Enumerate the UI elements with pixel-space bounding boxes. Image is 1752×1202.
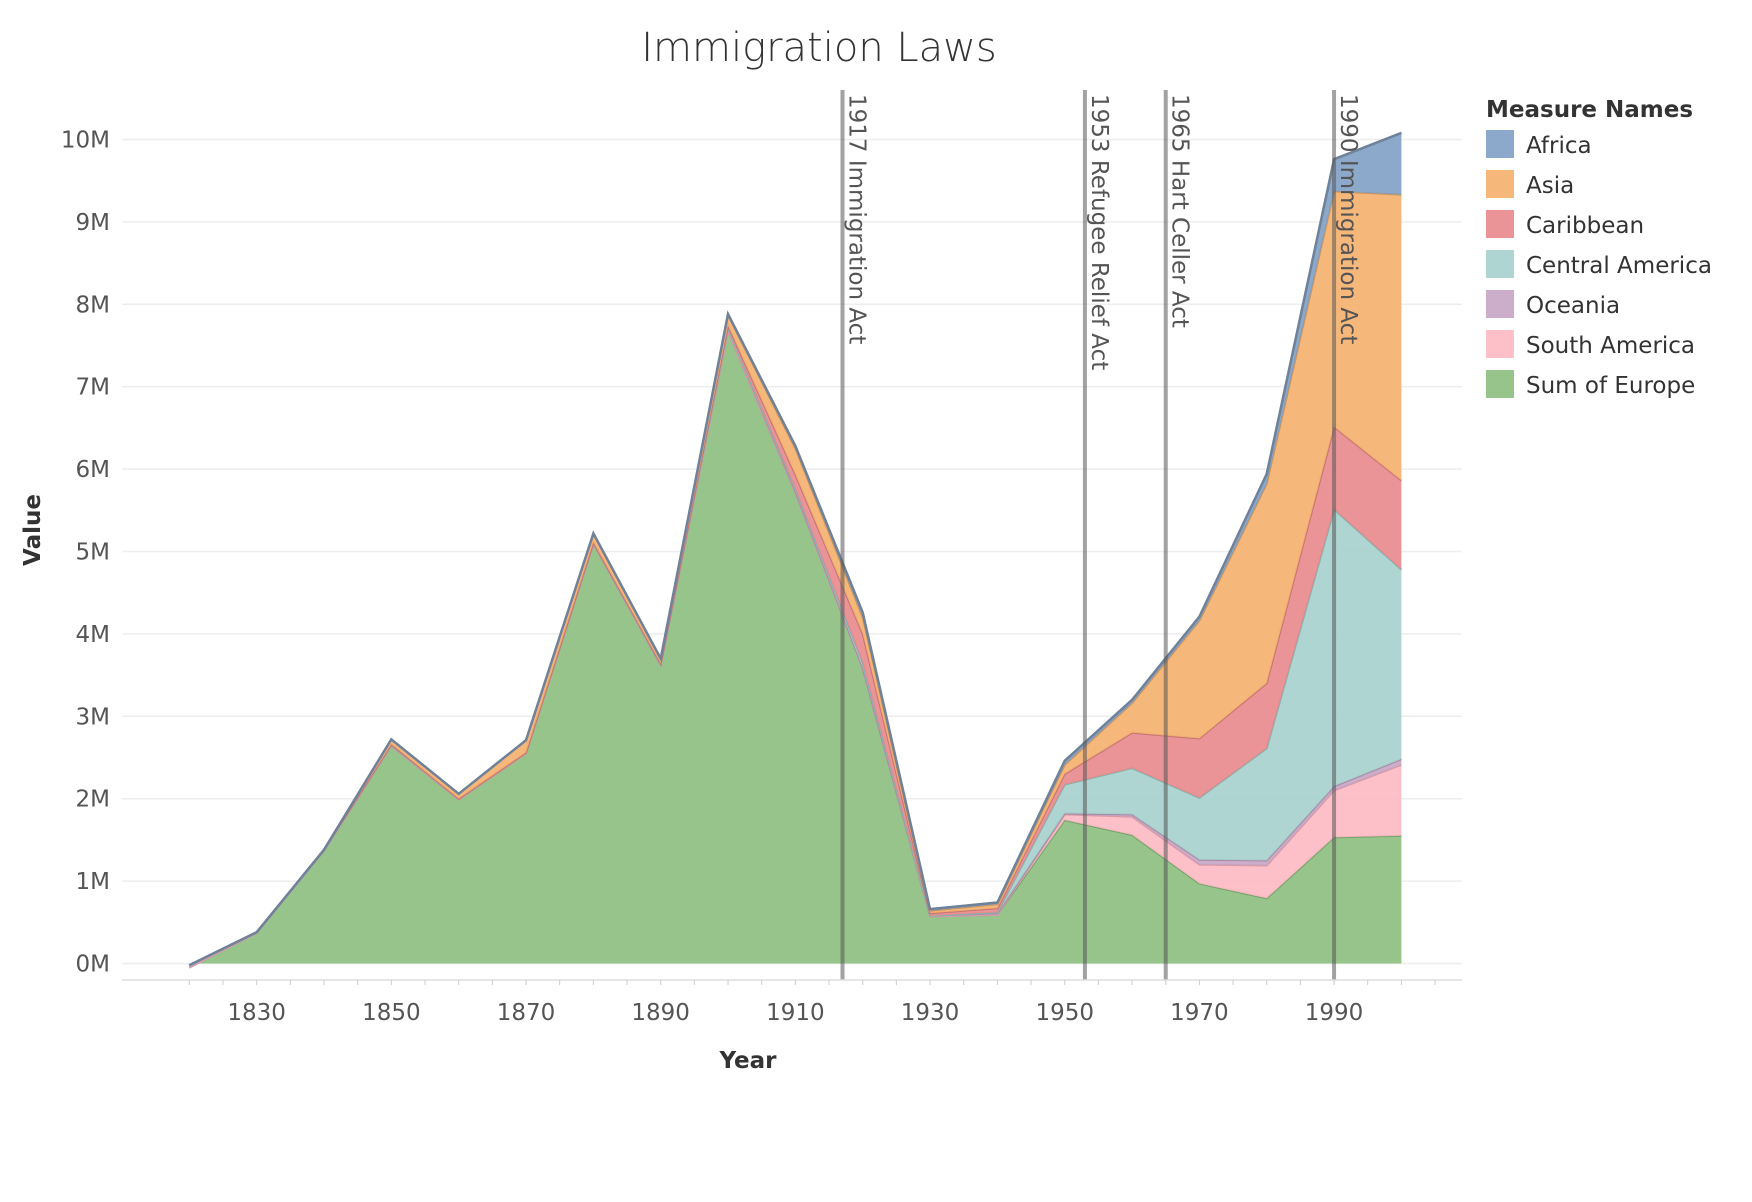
y-tick-label: 0M <box>76 952 110 978</box>
y-tick-label: 5M <box>76 539 110 565</box>
y-tick-label: 4M <box>76 622 110 648</box>
x-tick-label: 1870 <box>497 1000 556 1026</box>
y-tick-label: 10M <box>61 127 110 153</box>
legend-swatch <box>1486 250 1514 278</box>
legend-label: Caribbean <box>1526 213 1644 239</box>
chart-title: Immigration Laws <box>641 25 997 71</box>
legend-swatch <box>1486 370 1514 398</box>
reference-line-label: 1917 Immigration Act <box>844 94 870 344</box>
legend-label: Central America <box>1526 253 1712 279</box>
legend-label: Asia <box>1526 173 1574 199</box>
annotation-lines: 1917 Immigration Act 1953 Refugee Relief … <box>840 90 1361 980</box>
reference-line-label: 1965 Hart Celler Act <box>1167 94 1193 328</box>
reference-line-label: 1953 Refugee Relief Act <box>1086 94 1112 370</box>
legend-swatch <box>1486 170 1514 198</box>
area-central-america <box>189 328 1402 966</box>
x-tick-label: 1990 <box>1305 1000 1364 1026</box>
legend-swatch <box>1486 290 1514 318</box>
y-tick-label: 2M <box>76 787 110 813</box>
area-sum-of-europe <box>189 331 1402 968</box>
x-tick-label: 1930 <box>901 1000 960 1026</box>
legend-swatch <box>1486 330 1514 358</box>
legend-label: Sum of Europe <box>1526 373 1695 399</box>
x-tick-label: 1850 <box>362 1000 421 1026</box>
total-outline <box>188 131 1402 967</box>
legend-swatch <box>1486 210 1514 238</box>
x-tick-label: 1910 <box>766 1000 825 1026</box>
y-tick-label: 6M <box>76 457 110 483</box>
x-tick-label: 1970 <box>1170 1000 1229 1026</box>
x-axis-title: Year <box>718 1048 777 1074</box>
axes: 0M 1M 2M 3M 4M 5M 6M 7M 8M 9M 10M 1830 1850 1870 1890 1… <box>61 127 1462 1026</box>
y-tick-label: 3M <box>76 704 110 730</box>
area-asia <box>189 191 1402 966</box>
x-tick-label: 1890 <box>631 1000 690 1026</box>
stacked-areas <box>188 131 1403 969</box>
y-tick-label: 8M <box>76 292 110 318</box>
legend-swatch <box>1486 130 1514 158</box>
y-tick-label: 1M <box>76 869 110 895</box>
reference-line-label: 1990 Immigration Act <box>1335 94 1361 344</box>
legend-title: Measure Names <box>1486 97 1693 123</box>
legend-label: South America <box>1526 333 1695 359</box>
legend-label: Africa <box>1526 133 1592 159</box>
legend-label: Oceania <box>1526 293 1620 319</box>
x-tick-label: 1950 <box>1035 1000 1094 1026</box>
y-tick-label: 9M <box>76 210 110 236</box>
y-axis-title: Value <box>20 494 46 566</box>
x-tick-label: 1830 <box>227 1000 286 1026</box>
y-tick-label: 7M <box>76 375 110 401</box>
legend: Measure Names Africa Asia Caribbean Central… <box>1486 97 1712 399</box>
